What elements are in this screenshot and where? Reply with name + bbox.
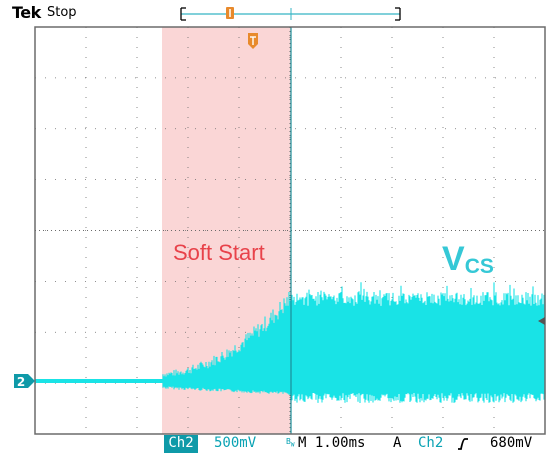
timebase[interactable]: M 1.00ms (298, 435, 366, 451)
bandwidth-marker: BW (286, 437, 295, 449)
soft-start-label: Soft Start (173, 240, 265, 265)
graticule-grid (35, 27, 545, 434)
graticule-border (34, 26, 546, 435)
trigger-source[interactable]: Ch2 (418, 435, 444, 451)
trigger-point-icon (248, 33, 258, 49)
brand-logo: Tek (12, 3, 41, 22)
ch2-ground-marker: 2 (14, 374, 35, 389)
rising-edge-icon (458, 438, 468, 450)
trigger-level[interactable]: 680mV (490, 435, 533, 451)
vcs-label: VCS (442, 240, 494, 278)
trigger-mode[interactable]: A (393, 435, 402, 451)
volts-per-div[interactable]: 500mV (214, 435, 257, 451)
trigger-position-icon (226, 7, 234, 19)
trigger-level-marker (538, 317, 545, 325)
acquisition-state: Stop (47, 5, 77, 20)
record-view-bracket (180, 7, 401, 21)
status-bar: Ch2 500mV BW M 1.00ms A Ch2 680mV (0, 434, 550, 454)
channel-badge[interactable]: Ch2 (164, 435, 198, 453)
ch2-marker-label: 2 (17, 375, 25, 389)
